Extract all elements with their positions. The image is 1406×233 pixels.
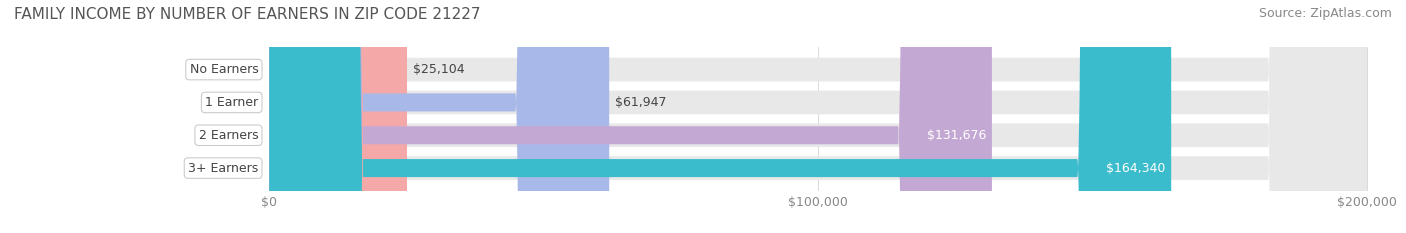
Text: 3+ Earners: 3+ Earners [188, 161, 259, 175]
Text: Source: ZipAtlas.com: Source: ZipAtlas.com [1258, 7, 1392, 20]
Text: No Earners: No Earners [190, 63, 259, 76]
FancyBboxPatch shape [269, 0, 1171, 233]
Text: 1 Earner: 1 Earner [205, 96, 259, 109]
Text: $131,676: $131,676 [927, 129, 987, 142]
FancyBboxPatch shape [269, 0, 1367, 233]
Text: $164,340: $164,340 [1107, 161, 1166, 175]
Text: $25,104: $25,104 [412, 63, 464, 76]
FancyBboxPatch shape [269, 0, 406, 233]
Text: FAMILY INCOME BY NUMBER OF EARNERS IN ZIP CODE 21227: FAMILY INCOME BY NUMBER OF EARNERS IN ZI… [14, 7, 481, 22]
FancyBboxPatch shape [269, 0, 609, 233]
FancyBboxPatch shape [269, 0, 1367, 233]
Text: 2 Earners: 2 Earners [198, 129, 259, 142]
FancyBboxPatch shape [269, 0, 1367, 233]
FancyBboxPatch shape [269, 0, 991, 233]
Text: $61,947: $61,947 [614, 96, 666, 109]
FancyBboxPatch shape [269, 0, 1367, 233]
